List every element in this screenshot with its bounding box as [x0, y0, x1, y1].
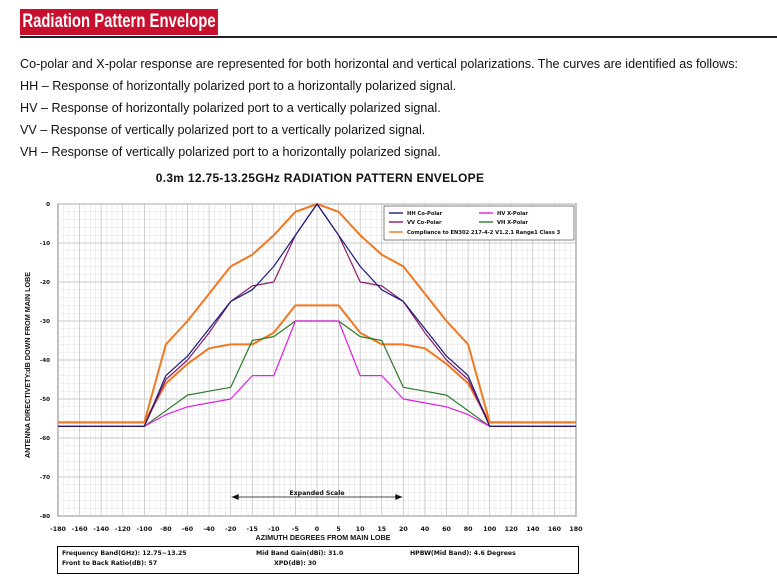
y-tick-label: -70 — [40, 475, 50, 481]
legend-label: VH X-Polar — [497, 220, 529, 226]
x-tick-label: 160 — [548, 526, 562, 533]
legend-label: HV X-Polar — [497, 211, 529, 217]
x-tick-label: -140 — [93, 526, 109, 533]
x-tick-label: -15 — [247, 526, 258, 533]
y-tick-label: -80 — [40, 514, 50, 520]
y-tick-label: -10 — [40, 241, 50, 247]
x-tick-label: 40 — [421, 526, 430, 533]
def-hh: HH – Response of horizontally polarized … — [20, 79, 457, 93]
x-tick-label: -100 — [136, 526, 152, 533]
y-tick-label: -30 — [40, 319, 50, 325]
x-axis-label: AZIMUTH DEGREES FROM MAIN LOBE — [256, 533, 391, 542]
series-line — [58, 320, 576, 427]
section-title: Radiation Pattern Envelope — [20, 9, 218, 35]
spec-hpbw: HPBW(Mid Band): 4.6 Degrees — [410, 550, 516, 557]
expanded-scale-label: Expanded Scale — [289, 490, 344, 497]
y-tick-label: 0 — [46, 202, 50, 208]
arrow-head-right — [395, 494, 403, 500]
x-tick-label: -5 — [292, 526, 299, 533]
spec-frequency: Frequency Band(GHz): 12.75~13.25 — [62, 550, 187, 557]
series-line — [58, 203, 576, 427]
x-tick-label: -60 — [182, 526, 194, 533]
series-line — [58, 304, 576, 424]
spec-gain: Mid Band Gain(dBi): 31.0 — [256, 550, 344, 557]
x-tick-label: 60 — [442, 526, 451, 533]
x-tick-label: 10 — [356, 526, 365, 533]
arrow-head-left — [231, 494, 239, 500]
x-tick-label: 80 — [464, 526, 473, 533]
x-tick-label: -40 — [203, 526, 215, 533]
legend-label: Compliance to EN302 217-4-2 V1.2.1 Range… — [407, 230, 561, 236]
x-tick-label: 180 — [569, 526, 583, 533]
specs-box: Frequency Band(GHz): 12.75~13.25 Front t… — [57, 546, 579, 574]
y-tick-label: -20 — [40, 280, 50, 286]
spec-front-to-back: Front to Back Ratio(dB): 57 — [62, 560, 158, 567]
x-tick-label: 5 — [336, 526, 340, 533]
y-tick-label: -60 — [40, 436, 50, 442]
x-tick-label: 0 — [315, 526, 320, 533]
x-tick-label: -80 — [160, 526, 172, 533]
x-tick-label: -20 — [225, 526, 237, 533]
y-tick-label: -40 — [40, 358, 50, 364]
x-tick-label: 140 — [526, 526, 540, 533]
x-tick-label: -10 — [268, 526, 280, 533]
y-axis-label: ANTENNA DIRECTIVETY:dB DOWN FROM MAIN LO… — [23, 272, 32, 458]
title-rule — [20, 36, 777, 38]
x-tick-label: -120 — [115, 526, 131, 533]
intro-text: Co-polar and X-polar response are repres… — [20, 57, 739, 71]
def-hv: HV – Response of horizontally polarized … — [20, 101, 441, 115]
chart-title: 0.3m 12.75-13.25GHz RADIATION PATTERN EN… — [155, 171, 485, 185]
def-vh: VH – Response of vertically polarized po… — [20, 145, 441, 159]
x-tick-label: 120 — [505, 526, 519, 533]
x-tick-label: 20 — [399, 526, 408, 533]
x-tick-label: -160 — [72, 526, 88, 533]
legend-label: HH Co-Polar — [407, 211, 443, 217]
x-tick-label: -180 — [50, 526, 66, 533]
x-tick-label: 15 — [377, 526, 386, 533]
y-tick-label: -50 — [40, 397, 50, 403]
legend-box — [383, 205, 575, 241]
x-tick-label: 100 — [483, 526, 497, 533]
def-vv: VV – Response of vertically polarized po… — [20, 123, 426, 137]
spec-xpd: XPD(dB): 30 — [274, 560, 317, 567]
legend-label: VV Co-Polar — [407, 220, 442, 226]
